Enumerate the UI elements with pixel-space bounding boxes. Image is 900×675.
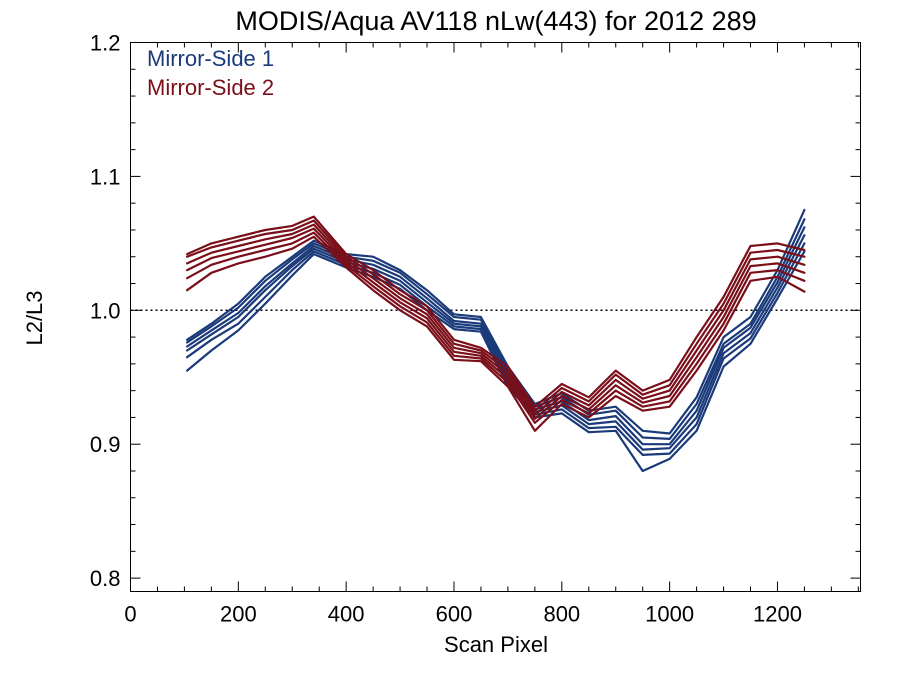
x-tick-label: 1200 [753,602,802,627]
x-tick-label: 400 [328,602,365,627]
legend: Mirror-Side 1 Mirror-Side 2 [147,46,274,100]
series-line-mirror-side-2-6 [186,235,806,432]
series-line-mirror-side-1-1 [186,208,806,435]
series-line-mirror-side-1-2 [186,218,806,440]
x-axis-label: Scan Pixel [444,632,548,657]
y-tick-label: 0.8 [90,566,121,591]
series-layer [186,208,806,473]
series-line-mirror-side-1-6 [186,250,806,473]
x-tick-label: 200 [220,602,257,627]
series-line-mirror-side-2-2 [186,219,806,412]
legend-entry-mirror-side-2: Mirror-Side 2 [147,75,274,100]
x-tick-label: 600 [436,602,473,627]
chart-title: MODIS/Aqua AV118 nLw(443) for 2012 289 [235,6,756,36]
y-axis-label: L2/L3 [22,290,47,345]
x-tick-label: 0 [124,602,136,627]
series-line-mirror-side-1-4 [186,234,806,451]
y-tick-label: 1.2 [90,31,121,56]
y-tick-label: 1.0 [90,298,121,323]
tick-labels: 0 200 400 600 800 1000 1200 0.8 0.9 1.0 1.1 1.2 [90,31,802,627]
series-line-mirror-side-2-3 [186,223,806,416]
series-line-mirror-side-1-3 [186,226,806,446]
plot-frame [130,42,861,592]
series-line-mirror-side-2-5 [186,231,806,424]
y-tick-label: 1.1 [90,164,121,189]
series-line-mirror-side-2-1 [186,215,806,408]
y-tick-label: 0.9 [90,432,121,457]
series-line-mirror-side-2-4 [186,227,806,420]
x-tick-label: 1000 [645,602,694,627]
legend-entry-mirror-side-1: Mirror-Side 1 [147,46,274,71]
x-tick-label: 800 [543,602,580,627]
